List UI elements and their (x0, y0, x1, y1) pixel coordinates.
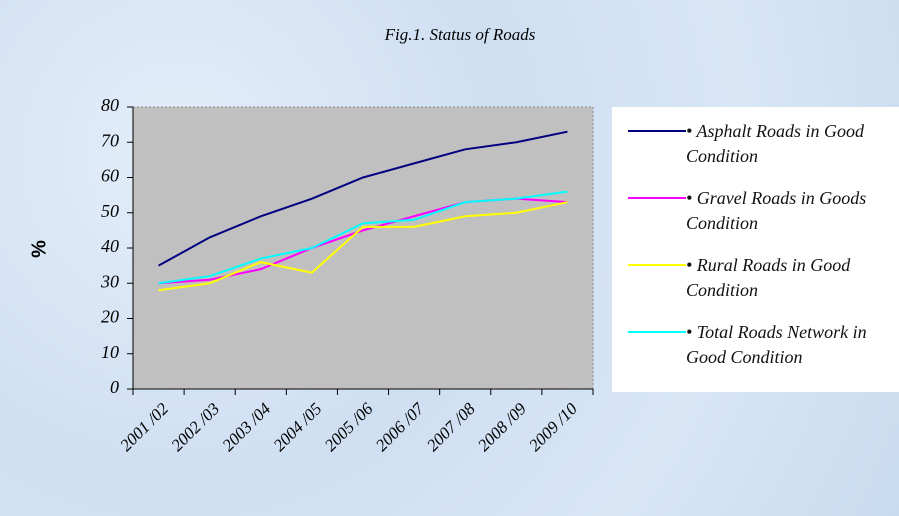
legend: • Asphalt Roads in Good Condition • Grave… (612, 107, 899, 392)
y-tick-label: 50 (101, 201, 119, 221)
legend-swatch (628, 130, 686, 132)
y-tick-label: 70 (101, 130, 119, 150)
y-tick-label: 40 (101, 236, 119, 256)
legend-entry: • Asphalt Roads in Good Condition (628, 119, 889, 169)
x-tick-label: 2005 /06 (321, 399, 377, 455)
legend-swatch (628, 331, 686, 333)
plot-area (132, 106, 594, 390)
y-tick-label: 60 (101, 166, 119, 186)
legend-label: • Asphalt Roads in Good Condition (686, 121, 864, 166)
legend-entry: • Gravel Roads in Goods Condition (628, 186, 889, 236)
y-axis-label: % (28, 240, 50, 258)
legend-swatch (628, 197, 686, 199)
x-tick-label: 2006 /07 (372, 398, 429, 455)
y-tick-label: 20 (101, 307, 119, 327)
x-tick-label: 2003 /04 (219, 399, 275, 455)
series-line (158, 130, 568, 267)
legend-label: • Total Roads Network in Good Condition (686, 322, 867, 367)
x-tick-label: 2007 /08 (423, 399, 479, 455)
legend-swatch (628, 264, 686, 266)
chart-title: Fig.1. Status of Roads (384, 25, 536, 44)
x-tick-label: 2002 /03 (167, 399, 223, 455)
y-tick-label: 0 (110, 377, 119, 397)
legend-label: • Gravel Roads in Goods Condition (686, 188, 867, 233)
legend-entry: • Rural Roads in Good Condition (628, 253, 889, 303)
legend-entry: • Total Roads Network in Good Condition (628, 320, 889, 370)
series-line (158, 201, 568, 292)
y-tick-label: 30 (100, 271, 119, 291)
y-tick-label: 10 (101, 342, 119, 362)
series-line (158, 190, 568, 285)
x-tick-label: 2004 /05 (270, 399, 326, 455)
x-tick-label: 2009 /10 (525, 399, 581, 455)
x-tick-label: 2001 /02 (116, 399, 172, 455)
x-tick-label: 2008 /09 (474, 399, 530, 455)
legend-label: • Rural Roads in Good Condition (686, 255, 851, 300)
y-tick-label: 80 (101, 95, 119, 115)
